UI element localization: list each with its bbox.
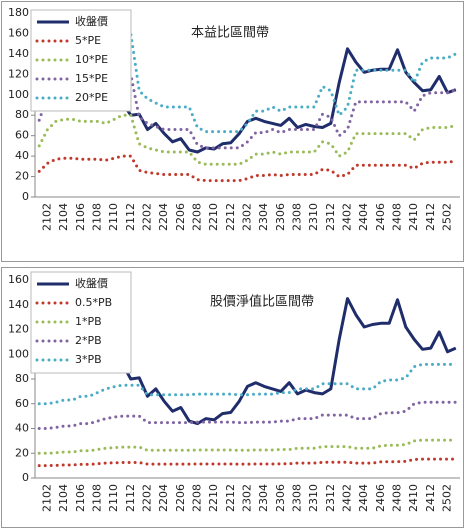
x-tick-label: 2110 [107,203,120,231]
x-tick-label: 2406 [374,484,387,512]
x-tick-label: 2412 [424,203,437,231]
y-tick-label: 120 [8,67,29,80]
y-tick-label: 60 [15,129,29,142]
x-tick-label: 2206 [174,484,187,512]
y-tick-label: 100 [8,88,29,101]
y-tick-label: 80 [15,108,29,121]
x-tick-label: 2102 [41,484,54,512]
x-tick-label: 2304 [257,484,270,512]
x-tick-label: 2204 [157,484,170,512]
series-line [37,362,458,406]
legend-label: 5*PE [75,34,101,47]
x-tick-label: 2406 [374,203,387,231]
x-tick-label: 2110 [107,484,120,512]
x-tick-label: 2210 [207,484,220,512]
x-tick-label: 2306 [274,203,287,231]
chart-title: 股價淨值比區間帶 [210,294,314,310]
x-tick-label: 2106 [74,203,87,231]
y-tick-label: 180 [8,6,29,19]
legend-label: 收盤價 [75,14,108,28]
x-tick-label: 2404 [357,484,370,512]
x-tick-label: 2202 [141,203,154,231]
x-tick-label: 2408 [391,203,404,231]
x-tick-label: 2310 [307,484,320,512]
x-tick-label: 2108 [91,203,104,231]
x-tick-label: 2308 [291,484,304,512]
y-tick-label: 160 [8,26,29,39]
y-tick-label: 80 [15,372,29,385]
y-tick-label: 60 [15,397,29,410]
x-tick-label: 2104 [57,484,70,512]
x-tick-label: 2104 [57,203,70,231]
x-tick-label: 2312 [324,484,337,512]
series-line [37,457,458,468]
series-line [37,400,458,430]
chart-title: 本益比區間帶 [191,26,269,41]
series-line [37,113,458,166]
x-tick-label: 2202 [141,484,154,512]
x-tick-label: 2108 [91,484,104,512]
legend-label: 2*PB [75,334,102,347]
y-tick-label: 20 [15,170,29,183]
x-tick-label: 2210 [207,203,220,231]
x-tick-label: 2302 [241,203,254,231]
y-tick-label: 20 [15,446,29,459]
legend-label: 收盤價 [75,276,108,290]
x-tick-label: 2410 [407,203,420,231]
x-tick-label: 2312 [324,203,337,231]
legend-label: 20*PE [75,91,108,104]
x-tick-label: 2310 [307,203,320,231]
x-tick-label: 2302 [241,484,254,512]
legend-label: 0.5*PB [75,296,112,309]
x-tick-label: 2410 [407,484,420,512]
y-tick-label: 0 [22,471,29,484]
series-line [37,438,458,455]
y-tick-label: 160 [8,273,29,286]
x-tick-label: 2412 [424,484,437,512]
series-line [37,154,458,183]
x-tick-label: 2204 [157,203,170,231]
y-tick-label: 120 [8,323,29,336]
legend-label: 3*PB [75,353,102,366]
x-tick-label: 2208 [191,484,204,512]
x-tick-label: 2212 [224,484,237,512]
y-tick-label: 0 [22,190,29,203]
y-tick-label: 40 [15,149,29,162]
x-tick-label: 2304 [257,203,270,231]
x-tick-label: 2502 [441,203,454,231]
x-tick-label: 2102 [41,203,54,231]
legend-label: 1*PB [75,315,102,328]
x-tick-label: 2112 [124,203,137,231]
x-tick-label: 2402 [341,484,354,512]
x-tick-label: 2112 [124,484,137,512]
x-tick-label: 2212 [224,203,237,231]
legend-label: 10*PE [75,53,108,66]
legend-label: 15*PE [75,72,108,85]
y-tick-label: 140 [8,47,29,60]
x-tick-label: 2306 [274,484,287,512]
x-tick-label: 2404 [357,203,370,231]
x-tick-label: 2206 [174,203,187,231]
x-tick-label: 2208 [191,203,204,231]
x-tick-label: 2502 [441,484,454,512]
x-tick-label: 2106 [74,484,87,512]
y-tick-label: 100 [8,347,29,360]
y-tick-label: 140 [8,298,29,311]
x-tick-label: 2402 [341,203,354,231]
y-tick-label: 40 [15,422,29,435]
x-tick-label: 2408 [391,484,404,512]
x-tick-label: 2308 [291,203,304,231]
